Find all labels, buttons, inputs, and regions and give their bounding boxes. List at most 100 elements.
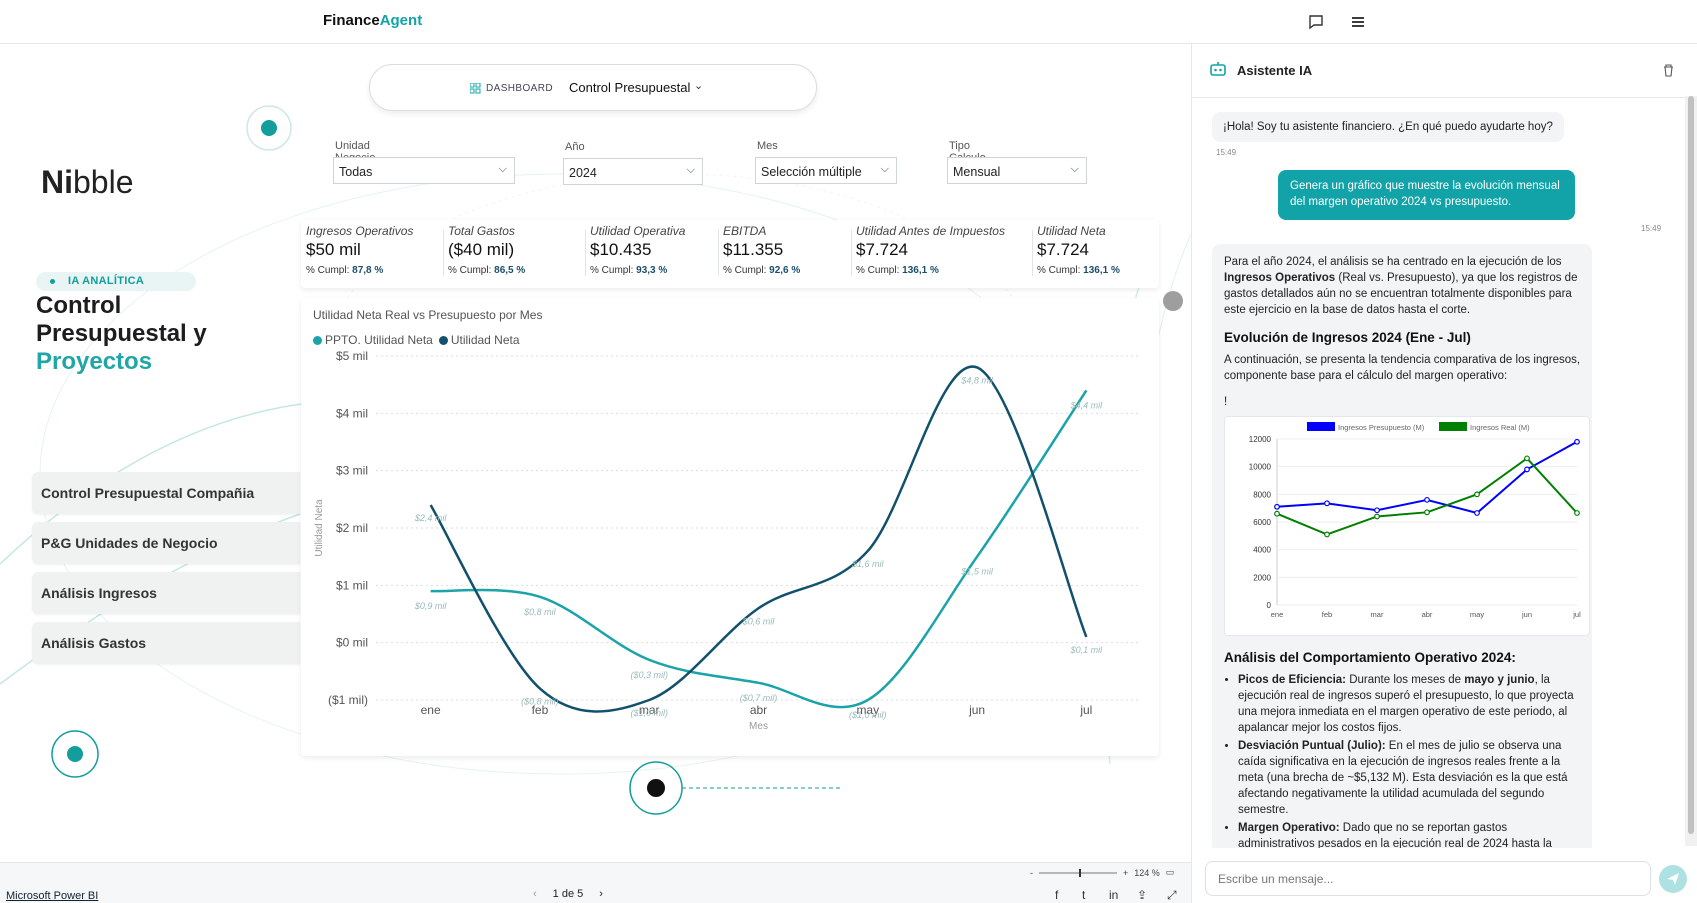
x-tick-label: jul — [1079, 703, 1092, 717]
response-heading: Evolución de Ingresos 2024 (Ene - Jul) — [1224, 330, 1471, 345]
data-point — [1274, 503, 1280, 510]
bullet-item: Picos de Eficiencia: Durante los meses d… — [1238, 672, 1582, 736]
nav-item-control-presupuestal[interactable]: Control Presupuestal Compañia — [32, 472, 300, 514]
legend-label: Ingresos Presupuesto (M) — [1338, 423, 1425, 432]
ingresos-mini-chart: 0 2000 4000 6000 8000 10000 12000 ene feb mar abr m… — [1224, 416, 1590, 636]
response-heading: Análisis del Comportamiento Operativo 20… — [1224, 650, 1516, 665]
nav-item-pyg-unidades[interactable]: P&G Unidades de Negocio — [32, 522, 300, 564]
send-button[interactable] — [1659, 865, 1687, 893]
data-point — [1574, 510, 1580, 516]
kpi-total-gastos: Total Gastos ($40 mil) % Cumpl: 86,5 % — [443, 220, 525, 288]
y-tick-label: 2000 — [1253, 573, 1271, 582]
assistant-scrollbar[interactable] — [1685, 96, 1697, 846]
data-point — [1324, 531, 1330, 538]
y-axis-label: Utilidad Neta — [314, 499, 325, 557]
legend-label: Ingresos Real (M) — [1470, 423, 1530, 432]
y-tick-label: $1 mil — [336, 578, 368, 592]
response-paragraph: A continuación, se presenta la tendencia… — [1224, 354, 1581, 382]
data-label: ($1,0 mil) — [630, 708, 668, 718]
data-label: ($0,8 mil) — [521, 697, 559, 707]
kpi-ebitda: EBITDA $11.355 % Cumpl: 92,6 % — [718, 220, 800, 288]
grid-icon — [470, 83, 481, 94]
data-point — [1324, 500, 1330, 507]
ia-tag: IA ANALÍTICA — [36, 272, 196, 291]
data-label: $0,1 mil — [1070, 645, 1104, 655]
chart-title: Utilidad Neta Real vs Presupuesto por Me… — [313, 308, 543, 322]
top-bar: FinanceAgent — [0, 0, 1697, 44]
message-list[interactable]: ¡Hola! Soy tu asistente financiero. ¿En … — [1192, 98, 1692, 848]
y-tick-label: 10000 — [1249, 463, 1272, 472]
kpi-utilidad-neta: Utilidad Neta $7.724 % Cumpl: 136,1 % — [1032, 220, 1120, 288]
zoom-control[interactable]: - + 124 % ▭ — [1030, 867, 1174, 878]
prev-page-icon[interactable]: ‹ — [533, 888, 537, 900]
data-label: $1,6 mil — [851, 559, 885, 569]
x-tick-label: jun — [968, 703, 985, 717]
legend-item-ppto[interactable]: PPTO. Utilidad Neta — [313, 333, 433, 347]
trash-icon[interactable] — [1662, 64, 1675, 77]
filter-dropdown[interactable]: 2024 ⌵ — [563, 158, 703, 185]
y-tick-label: 4000 — [1253, 546, 1271, 555]
data-label: $4,8 mil — [960, 375, 994, 385]
chevron-down-icon: ⌵ — [880, 163, 889, 175]
nav-item-analisis-ingresos[interactable]: Análisis Ingresos — [32, 572, 300, 614]
assistant-header: Asistente IA — [1192, 44, 1697, 98]
data-point — [1574, 438, 1580, 445]
mini-series-line — [1276, 457, 1578, 536]
filter-dropdown[interactable]: Todas ⌵ — [333, 157, 515, 184]
chat-icon[interactable] — [1303, 10, 1329, 34]
response-bullets: Picos de Eficiencia: Durante los meses d… — [1224, 672, 1582, 848]
page-navigator: ‹ 1 de 5 › — [533, 888, 603, 900]
message-input[interactable]: Escribe un mensaje... — [1205, 861, 1651, 896]
data-point — [1524, 455, 1530, 462]
assistant-response: Para el año 2024, el análisis se ha cent… — [1212, 244, 1592, 848]
utilidad-neta-chart[interactable]: Utilidad Neta Real vs Presupuesto por Me… — [301, 298, 1159, 756]
filter-dropdown[interactable]: Selección múltiple ⌵ — [755, 157, 897, 184]
page-title: Control Presupuestal y Proyectos — [36, 292, 207, 375]
x-tick-label: mar — [639, 703, 660, 717]
dashboard-label-text: DASHBOARD — [486, 83, 553, 94]
data-point — [1374, 507, 1380, 514]
zoom-out-icon[interactable]: - — [1030, 867, 1033, 878]
fit-page-icon[interactable]: ▭ — [1165, 867, 1175, 877]
x-tick-label: abr — [1422, 610, 1433, 619]
y-tick-label: $2 mil — [336, 521, 368, 535]
menu-icon[interactable] — [1345, 10, 1371, 34]
chevron-down-icon: ⌵ — [686, 164, 695, 176]
nibble-logo: Nibble — [41, 164, 134, 200]
brand-logo[interactable]: FinanceAgent — [323, 12, 423, 29]
linkedin-icon[interactable]: in — [1109, 888, 1119, 902]
kpi-strip: Ingresos Operativos $50 mil % Cumpl: 87,8… — [301, 220, 1159, 288]
chart-plot: ($1 mil) $0 mil $1 mil $2 mil $3 mil $4 mil $5… — [314, 349, 1141, 732]
share-icon[interactable]: ⇪ — [1137, 888, 1148, 902]
x-tick-label: ene — [1271, 610, 1284, 619]
user-message: Genera un gráfico que muestre la evoluci… — [1278, 170, 1575, 220]
chevron-down-icon[interactable]: ⌄ — [694, 80, 704, 92]
y-tick-label: $3 mil — [336, 464, 368, 478]
message-time: 15:49 — [1216, 148, 1237, 157]
facebook-icon[interactable]: f — [1055, 888, 1059, 902]
dashboard-selector[interactable]: DASHBOARD Control Presupuestal ⌄ — [369, 64, 817, 111]
x-axis-label: Mes — [749, 721, 768, 732]
fullscreen-icon[interactable]: ⤢ — [1167, 888, 1177, 902]
x-tick-label: feb — [532, 703, 549, 717]
legend-swatch — [1439, 422, 1467, 431]
x-tick-label: mar — [1371, 610, 1384, 619]
data-point — [1274, 510, 1280, 517]
send-icon — [1667, 873, 1679, 885]
y-tick-label: $0 mil — [336, 636, 368, 650]
zoom-in-icon[interactable]: + — [1123, 867, 1129, 878]
data-label: ($0,7 mil) — [740, 693, 778, 703]
y-tick-label: 12000 — [1249, 435, 1272, 444]
chart-legend[interactable]: PPTO. Utilidad Neta Utilidad Neta — [313, 333, 520, 347]
filter-dropdown[interactable]: Mensual ⌵ — [947, 157, 1087, 184]
assistant-title: Asistente IA — [1237, 63, 1313, 78]
twitter-icon[interactable]: t — [1082, 888, 1086, 902]
x-tick-label: ene — [421, 703, 441, 717]
page-indicator: 1 de 5 — [552, 888, 584, 900]
powerbi-link[interactable]: Microsoft Power BI — [6, 890, 99, 902]
report-canvas: DASHBOARD Control Presupuestal ⌄ Nibble … — [0, 44, 1191, 862]
legend-item-utilidad[interactable]: Utilidad Neta — [438, 333, 520, 347]
zoom-slider[interactable] — [1039, 868, 1117, 878]
next-page-icon[interactable]: › — [599, 888, 603, 900]
nav-item-analisis-gastos[interactable]: Análisis Gastos — [32, 622, 300, 664]
